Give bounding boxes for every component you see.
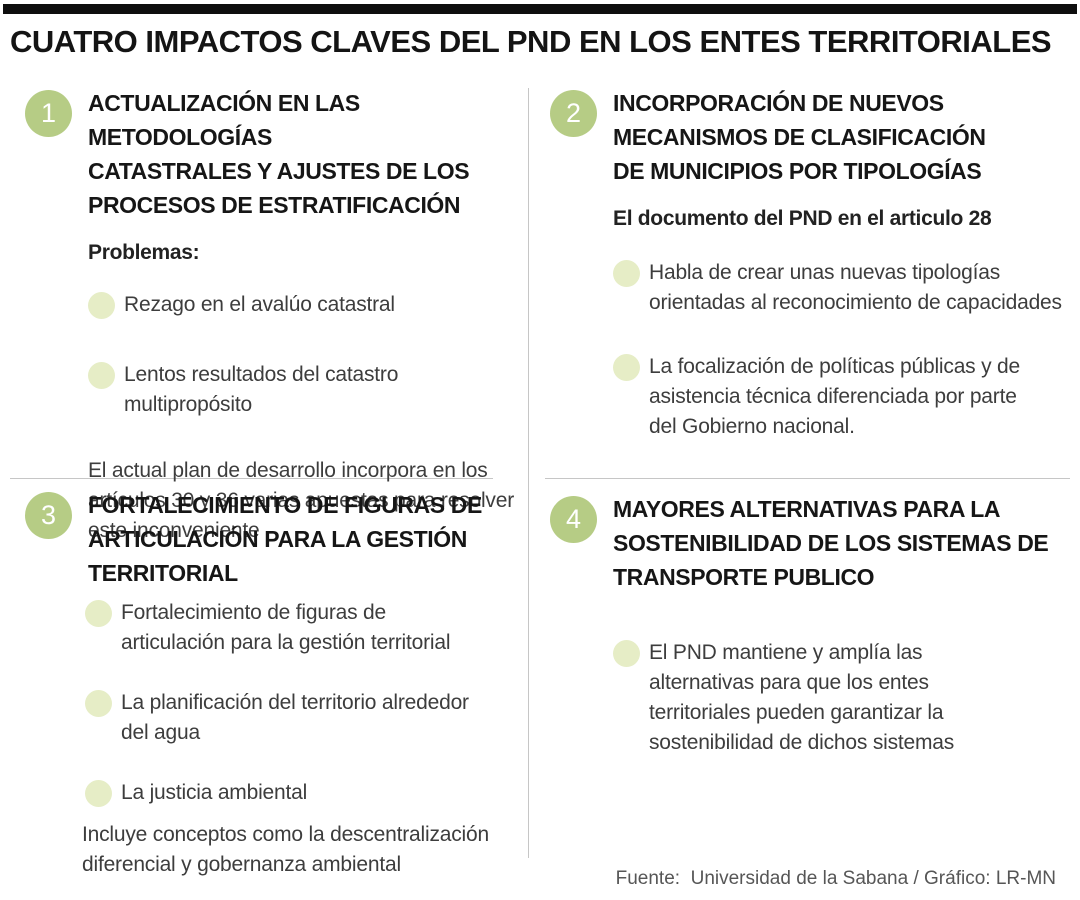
footer-source: Fuente: Universidad de la Sabana / Gráfi…: [615, 868, 1056, 889]
section-2-body: El documento del PND en el articulo 28 H…: [613, 204, 1062, 442]
list-item: La justicia ambiental: [85, 778, 519, 808]
section-1-note: El actual plan de desarrollo incorpora e…: [88, 459, 514, 542]
bullet-text: Lentos resultados del catastro multiprop…: [124, 363, 399, 416]
bullet-dot-icon: [85, 690, 112, 717]
section-4-header: 4 MAYORES ALTERNATIVAS PARA LA SOSTENIBI…: [550, 496, 1062, 594]
vertical-divider: [528, 88, 529, 858]
section-2-header: 2 INCORPORACIÓN DE NUEVOS MECANISMOS DE …: [550, 90, 1062, 188]
bullet-text: El PND mantiene y amplía las alternativa…: [649, 641, 955, 754]
infographic-title: CUATRO IMPACTOS CLAVES DEL PND EN LOS EN…: [10, 24, 1052, 59]
section-4: 4 MAYORES ALTERNATIVAS PARA LA SOSTENIBI…: [550, 496, 1062, 758]
number-badge-4-label: 4: [565, 504, 582, 534]
number-badge-2-label: 2: [565, 98, 582, 128]
number-badge-2: 2: [550, 90, 597, 137]
number-badge-1-label: 1: [40, 98, 57, 128]
number-badge-1: 1: [25, 90, 72, 137]
section-2: 2 INCORPORACIÓN DE NUEVOS MECANISMOS DE …: [550, 90, 1062, 442]
list-item: La focalización de políticas públicas y …: [613, 352, 1062, 442]
bullet-text: La planificación del territorio alrededo…: [121, 691, 469, 744]
bullet-text: La focalización de políticas públicas y …: [649, 355, 1020, 438]
section-4-heading: MAYORES ALTERNATIVAS PARA LA SOSTENIBILI…: [613, 496, 1049, 590]
bullet-dot-icon: [85, 600, 112, 627]
bullet-dot-icon: [613, 354, 640, 381]
bullet-text: Fortalecimiento de figuras de articulaci…: [121, 601, 451, 654]
section-2-lead: El documento del PND en el articulo 28: [613, 207, 992, 230]
list-item: La planificación del territorio alrededo…: [85, 688, 519, 748]
bullet-text: Rezago en el avalúo catastral: [124, 293, 395, 316]
list-item: Habla de crear unas nuevas tipologías or…: [613, 258, 1062, 318]
section-1-header: 1 ACTUALIZACIÓN EN LAS METODOLOGÍAS CATA…: [25, 90, 519, 222]
section-1-lead: Problemas:: [88, 241, 200, 264]
bullet-dot-icon: [613, 640, 640, 667]
number-badge-4: 4: [550, 496, 597, 543]
bullet-text: Habla de crear unas nuevas tipologías or…: [649, 261, 1062, 314]
section-1-heading: ACTUALIZACIÓN EN LAS METODOLOGÍAS CATAST…: [88, 90, 470, 218]
section-3-heading: FORTALECIMIENTO DE FIGURAS DE ARTICULACI…: [88, 492, 482, 586]
section-3-body: Fortalecimiento de figuras de articulaci…: [82, 598, 519, 880]
section-1-body: Problemas: Rezago en el avalúo catastral…: [88, 238, 519, 546]
number-badge-3-label: 3: [40, 500, 57, 530]
list-item: Lentos resultados del catastro multiprop…: [88, 360, 519, 420]
list-item: Fortalecimiento de figuras de articulaci…: [85, 598, 519, 658]
section-3-header: 3 FORTALECIMIENTO DE FIGURAS DE ARTICULA…: [25, 492, 519, 590]
section-4-body: El PND mantiene y amplía las alternativa…: [613, 638, 1062, 758]
bullet-dot-icon: [85, 780, 112, 807]
bullet-text: La justicia ambiental: [121, 781, 308, 804]
section-2-heading: INCORPORACIÓN DE NUEVOS MECANISMOS DE CL…: [613, 90, 986, 184]
bullet-dot-icon: [613, 260, 640, 287]
section-3-note: Incluye conceptos como la descentralizac…: [82, 823, 489, 876]
number-badge-3: 3: [25, 492, 72, 539]
section-1: 1 ACTUALIZACIÓN EN LAS METODOLOGÍAS CATA…: [25, 90, 519, 546]
bullet-dot-icon: [88, 362, 115, 389]
section-3: 3 FORTALECIMIENTO DE FIGURAS DE ARTICULA…: [25, 492, 519, 880]
list-item: Rezago en el avalúo catastral: [88, 290, 519, 320]
horizontal-divider-left: [10, 478, 493, 479]
horizontal-divider-right: [545, 478, 1070, 479]
bullet-dot-icon: [88, 292, 115, 319]
top-bar: [3, 4, 1077, 14]
list-item: El PND mantiene y amplía las alternativa…: [613, 638, 1062, 758]
